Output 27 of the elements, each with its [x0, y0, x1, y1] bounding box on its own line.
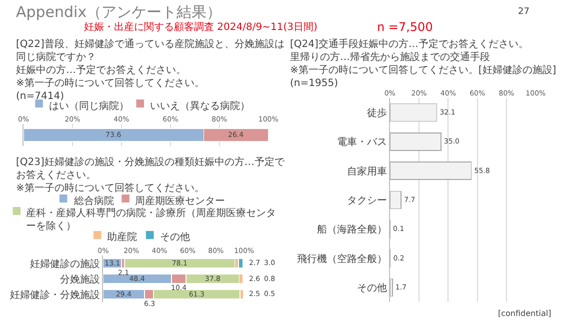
chart-subtitle: (n=1955): [290, 78, 338, 89]
legend-label: 周産期医療センター: [135, 195, 225, 207]
y-tick-label: 妊婦健診・分娩施設: [10, 288, 100, 301]
legend-label: 総合病院: [73, 195, 114, 207]
legend-label: 助産院: [107, 231, 137, 243]
legend-label: その他: [160, 231, 190, 243]
chart-title: [Q22]普段、妊婦健診で通っている産院施設と、分娩施設は同じ病院ですか？妊娠中の方…予定でお答えください。※第一子の時について回答してください。: [16, 38, 284, 89]
text: 27: [518, 7, 530, 17]
y-tick-label: タクシー: [346, 196, 387, 206]
chart-subtitle: (n=7414): [16, 91, 64, 102]
y-tick-label: 自家用車: [346, 165, 387, 178]
y-tick-label: 船（海路全般）: [316, 224, 387, 236]
y-tick-label: 分娩施設: [60, 273, 100, 286]
legend-label: いいえ（異なる病院）: [150, 100, 250, 112]
legend-label: はい（同じ病院）: [49, 100, 129, 112]
text: [confidential]: [498, 309, 552, 318]
chart-title: [Q23]妊婦健診の施設・分娩施設の種類妊娠中の方…予定でお答えください。※第一子の時について回答してください。: [16, 156, 286, 194]
y-tick-label: 電車・バス: [336, 136, 387, 148]
text: Appendix（アンケート結果）: [16, 3, 222, 21]
text: 妊娠・出産に関する顧客調査 2024/8/9~11(3日間): [84, 21, 318, 33]
y-tick-label: 飛行機（空路全般）: [296, 252, 387, 265]
y-tick-label: その他: [356, 282, 387, 294]
legend-label: 産科・産婦人科専門の病院・診療所（周産期医療センターを除く）: [26, 207, 276, 232]
y-tick-label: 徒歩: [366, 107, 387, 120]
text: n =7,500: [377, 20, 433, 34]
y-tick-label: 妊婦健診の施設: [30, 258, 100, 270]
chart-title: [Q24]交通手段妊娠中の方…予定でお答えください。里帰りの方…帰省先から施設までの交通手段※第一子の時について回答してください。[妊婦健診の施設]: [290, 38, 556, 76]
